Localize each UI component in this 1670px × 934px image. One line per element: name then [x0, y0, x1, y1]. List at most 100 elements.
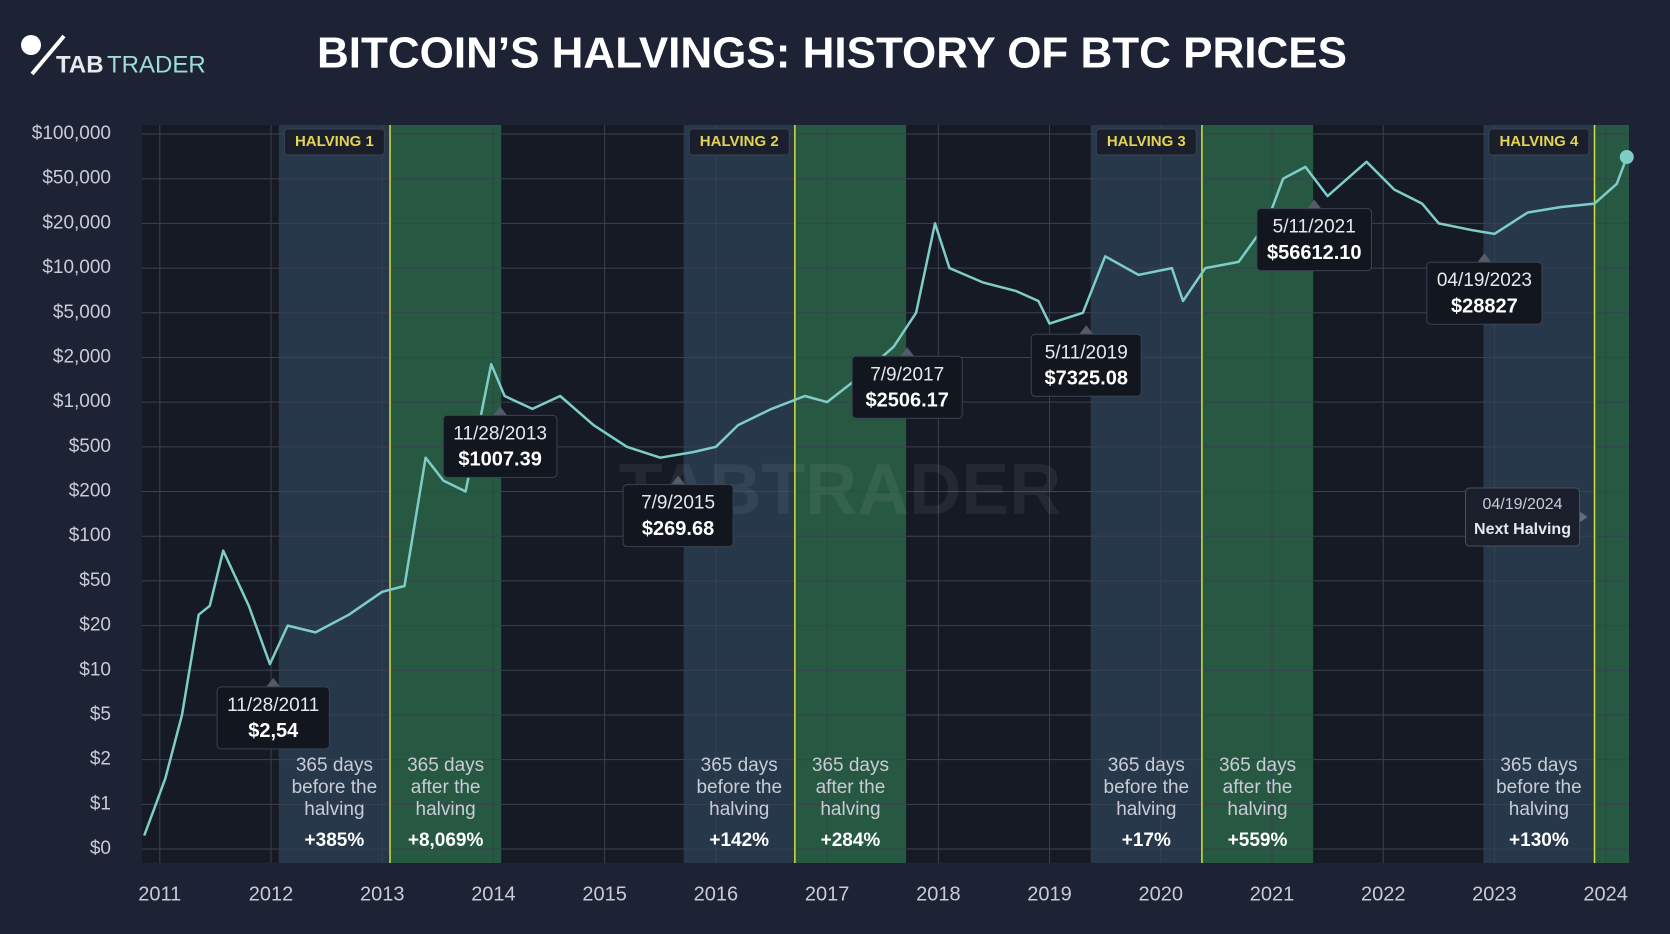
x-tick-label: 2022: [1361, 883, 1406, 905]
annotation-price: $56612.10: [1267, 242, 1362, 264]
end-point: [1619, 149, 1634, 164]
annotation-box: [216, 686, 330, 750]
before-band: [1090, 125, 1202, 863]
y-tick-label: $2: [90, 749, 111, 770]
annotation-pointer: [493, 406, 508, 416]
band-change: +142%: [709, 830, 769, 851]
annotation-price: $2,54: [248, 720, 299, 742]
band-text: halving: [1116, 799, 1176, 820]
annotation-pointer: [1079, 325, 1094, 335]
y-tick-label: $1: [90, 793, 111, 814]
x-tick-label: 2024: [1583, 883, 1628, 905]
y-tick-label: $5: [90, 704, 111, 725]
logo-dot: [21, 35, 41, 55]
halving-label: HALVING 4: [1499, 133, 1579, 150]
next-halving-label: Next Halving: [1474, 521, 1571, 538]
x-tick-label: 2018: [916, 883, 961, 905]
band-change: +17%: [1122, 830, 1171, 851]
y-tick-label: $20,000: [42, 212, 111, 233]
annotation-price: $1007.39: [458, 449, 541, 471]
y-tick-label: $1,000: [53, 391, 111, 412]
halving-label-box: [688, 128, 790, 156]
next-halving-date: 04/19/2024: [1482, 496, 1562, 513]
annotation-box: [1426, 261, 1543, 325]
annotation-price: $2506.17: [865, 390, 948, 412]
x-tick-label: 2012: [249, 883, 294, 905]
annotation-pointer: [266, 677, 281, 687]
annotation-date: 5/11/2021: [1273, 217, 1356, 238]
y-tick-label: $50,000: [42, 168, 111, 189]
halving-label-box: [283, 128, 385, 156]
band-text: after the: [1223, 777, 1293, 798]
annotation-price: $269.68: [642, 518, 714, 540]
band-text: after the: [816, 777, 886, 798]
y-tick-label: $50: [79, 570, 111, 591]
annotation-date: 5/11/2019: [1045, 342, 1128, 363]
y-tick-label: $0: [90, 838, 111, 859]
band-text: 365 days: [296, 755, 373, 776]
band-text: 365 days: [1500, 755, 1577, 776]
halving-label: HALVING 1: [295, 133, 374, 150]
halving-label: HALVING 3: [1107, 133, 1186, 150]
y-tick-label: $2,000: [53, 346, 111, 367]
y-tick-label: $500: [69, 436, 111, 457]
annotation-box: [851, 355, 963, 419]
band-text: 365 days: [407, 755, 484, 776]
logo-text: TAB: [56, 51, 104, 78]
band-text: before the: [292, 777, 378, 798]
y-tick-label: $5,000: [53, 302, 111, 323]
before-band: [278, 125, 391, 863]
band-text: 365 days: [1219, 755, 1296, 776]
annotation-date: 11/28/2013: [453, 423, 547, 444]
x-tick-label: 2015: [582, 883, 627, 905]
x-tick-label: 2021: [1250, 883, 1295, 905]
annotation-box: [1030, 333, 1142, 397]
band-text: after the: [411, 777, 481, 798]
y-tick-label: $200: [69, 481, 111, 502]
band-text: before the: [696, 777, 782, 798]
band-text: 365 days: [701, 755, 778, 776]
annotation-pointer: [1307, 199, 1322, 209]
y-tick-label: $20: [79, 615, 111, 636]
x-tick-label: 2016: [694, 883, 739, 905]
after-band: [1594, 125, 1629, 863]
annotation-date: 7/9/2015: [641, 493, 715, 514]
annotation-date: 04/19/2023: [1437, 270, 1532, 291]
annotation: 5/11/2021 $56612.10: [1256, 199, 1373, 272]
annotation-price: $7325.08: [1045, 368, 1128, 390]
x-tick-label: 2013: [360, 883, 405, 905]
annotation: 04/19/2023 $28827: [1426, 253, 1543, 325]
logo: TAB TRADER: [21, 34, 206, 78]
annotation-pointer: [1477, 253, 1492, 263]
after-band: [794, 125, 907, 863]
x-tick-label: 2019: [1027, 883, 1072, 905]
logo-text: TRADER: [107, 51, 206, 78]
annotation: 11/28/2013 $1007.39: [442, 406, 558, 478]
annotation: 7/9/2017 $2506.17: [851, 347, 963, 419]
halving-label: HALVING 2: [700, 133, 779, 150]
band-change: +8,069%: [408, 830, 484, 851]
y-tick-label: $100,000: [32, 123, 111, 144]
band-change: +130%: [1509, 830, 1569, 851]
band-text: 365 days: [812, 755, 889, 776]
annotation-pointer: [900, 347, 915, 357]
band-text: halving: [1509, 799, 1569, 820]
x-tick-label: 2017: [805, 883, 850, 905]
chart-title: BITCOIN’S HALVINGS: HISTORY OF BTC PRICE…: [317, 29, 1347, 78]
band-text: 365 days: [1108, 755, 1185, 776]
annotation-date: 11/28/2011: [227, 695, 319, 716]
band-change: +385%: [305, 830, 365, 851]
halving-label-box: [1488, 128, 1590, 156]
band-text: halving: [709, 799, 769, 820]
after-band: [390, 125, 502, 863]
band-change: +559%: [1228, 830, 1288, 851]
logo-slash: [30, 34, 66, 76]
band-text: halving: [304, 799, 364, 820]
x-tick-label: 2014: [471, 883, 516, 905]
y-tick-label: $100: [69, 525, 111, 546]
band-text: halving: [1227, 799, 1287, 820]
halving-label-box: [1095, 128, 1197, 156]
x-tick-label: 2011: [138, 883, 181, 905]
